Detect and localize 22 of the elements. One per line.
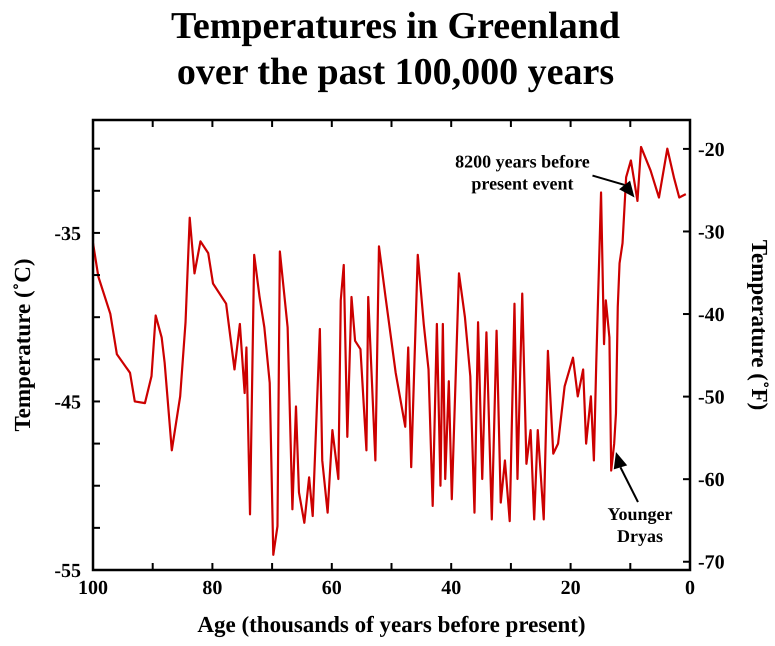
x-tick-label: 100 xyxy=(78,577,108,599)
x-tick-label: 0 xyxy=(685,577,695,599)
y2-tick-label: -40 xyxy=(698,304,725,326)
y-tick-label: -35 xyxy=(54,222,81,245)
y-axis-title: Temperature (˚C) xyxy=(10,258,35,432)
y2-tick-label: -20 xyxy=(698,138,725,161)
x-tick-label: 80 xyxy=(202,577,222,599)
line-series xyxy=(92,146,687,556)
y2-tick-label: -70 xyxy=(698,552,725,574)
annotation: Younger Dryas xyxy=(607,504,672,546)
y2-tick-label: -50 xyxy=(698,386,725,409)
x-tick-label: 60 xyxy=(322,577,342,599)
y2-axis-title: Temperature (˚F) xyxy=(747,240,772,410)
x-tick-label: 20 xyxy=(560,577,581,599)
y-tick-label: -45 xyxy=(54,391,81,414)
y2-tick-label: -60 xyxy=(698,469,725,492)
x-tick-label: 40 xyxy=(441,577,462,599)
annotation: 8200 years before present event xyxy=(455,152,590,194)
y-tick-label: -55 xyxy=(54,560,81,582)
chart-title: Temperatures in Greenland over the past 100,000 years xyxy=(171,5,620,93)
x-axis-title: Age (thousands of years before present) xyxy=(197,612,586,638)
y2-tick-label: -30 xyxy=(698,221,725,244)
